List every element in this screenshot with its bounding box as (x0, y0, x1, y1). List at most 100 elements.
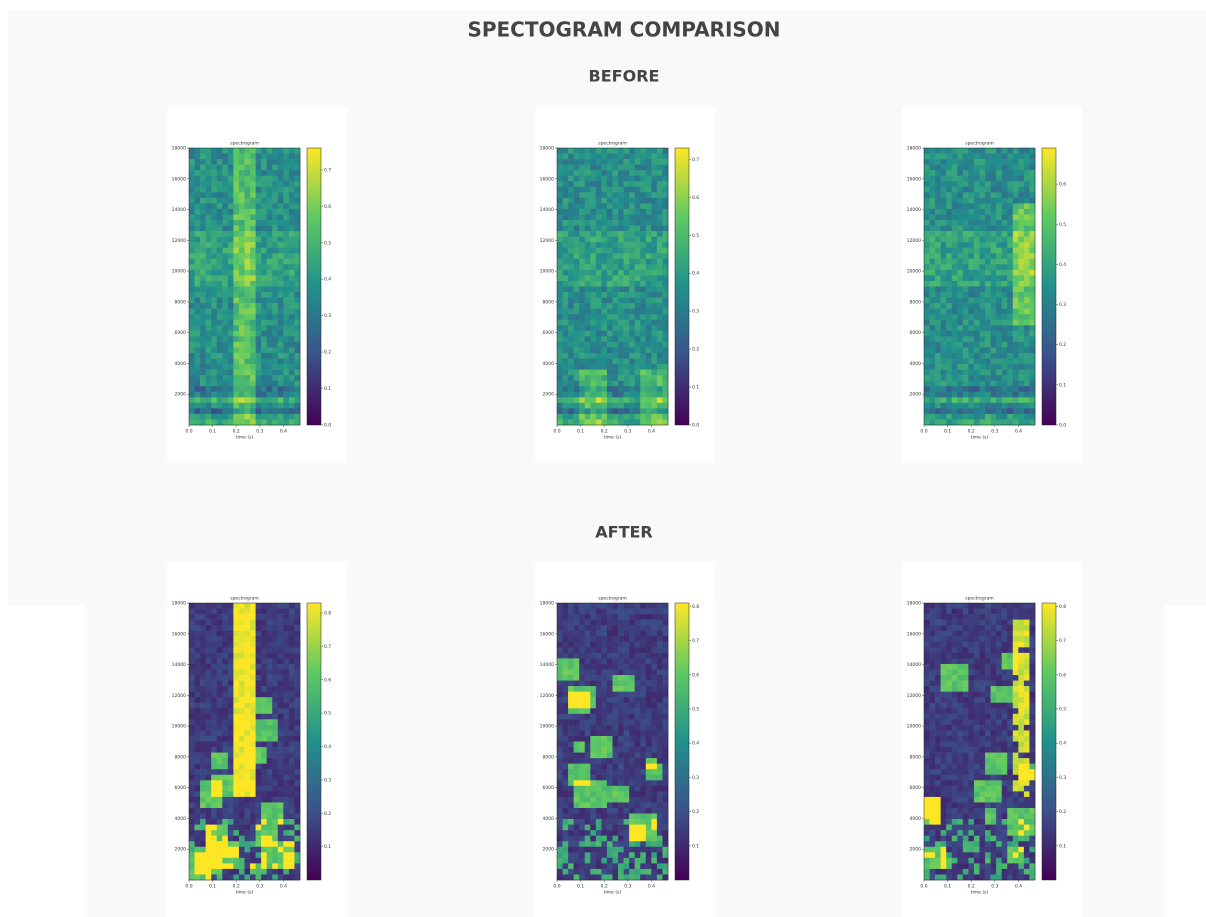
heatmap-cell (930, 203, 936, 209)
heatmap-cell (1024, 148, 1030, 154)
heatmap-cell (629, 708, 635, 714)
heatmap-cell (278, 791, 284, 797)
heatmap-cell (261, 802, 267, 808)
heatmap-cell (941, 309, 947, 315)
heatmap-cell (245, 336, 251, 342)
heatmap-cell (272, 264, 278, 270)
heatmap-cell (222, 253, 228, 259)
heatmap-cell (1013, 359, 1019, 365)
heatmap-cell (189, 764, 195, 770)
heatmap-cell (250, 214, 256, 220)
heatmap-cell (924, 264, 930, 270)
heatmap-cell (200, 631, 206, 637)
heatmap-cell (607, 292, 613, 298)
heatmap-cell (256, 347, 262, 353)
heatmap-cell (618, 298, 624, 304)
heatmap-cell (245, 642, 251, 648)
heatmap-cell (278, 270, 284, 276)
heatmap-cell (261, 703, 267, 709)
heatmap-cell (294, 314, 300, 320)
heatmap-cell (985, 187, 991, 193)
heatmap-cell (935, 209, 941, 215)
heatmap-cell (267, 669, 273, 675)
heatmap-cell (963, 192, 969, 198)
heatmap-cell (607, 242, 613, 248)
heatmap-cell (924, 419, 930, 425)
heatmap-cell (646, 264, 652, 270)
heatmap-cell (991, 148, 997, 154)
heatmap-cell (963, 214, 969, 220)
heatmap-cell (217, 775, 223, 781)
heatmap-cell (278, 808, 284, 814)
heatmap-cell (657, 375, 663, 381)
heatmap-cell (278, 364, 284, 370)
heatmap-cell (568, 270, 574, 276)
heatmap-cell (635, 347, 641, 353)
heatmap-cell (952, 226, 958, 232)
heatmap-cell (607, 214, 613, 220)
heatmap-cell (590, 819, 596, 825)
heatmap-cell (256, 764, 262, 770)
heatmap-cell (991, 381, 997, 387)
heatmap-cell (1002, 209, 1008, 215)
heatmap-cell (256, 314, 262, 320)
heatmap-cell (651, 170, 657, 176)
heatmap-cell (635, 703, 641, 709)
heatmap-cell (635, 708, 641, 714)
heatmap-cell (1002, 386, 1008, 392)
heatmap-cell (585, 647, 591, 653)
heatmap-cell (624, 841, 630, 847)
y-tick-label: 16000 (172, 631, 186, 637)
heatmap-cell (624, 386, 630, 392)
heatmap-cell (629, 620, 635, 626)
heatmap-cell (195, 408, 201, 414)
heatmap-cell (563, 841, 569, 847)
heatmap-cell (261, 370, 267, 376)
heatmap-cell (272, 292, 278, 298)
heatmap-cell (245, 836, 251, 842)
heatmap-cell (272, 353, 278, 359)
heatmap-cell (590, 631, 596, 637)
heatmap-cell (635, 209, 641, 215)
heatmap-cell (974, 314, 980, 320)
heatmap-cell (607, 259, 613, 265)
heatmap-cell (261, 314, 267, 320)
heatmap-cell (1002, 403, 1008, 409)
heatmap-cell (245, 697, 251, 703)
heatmap-cell (952, 270, 958, 276)
heatmap-cell (217, 791, 223, 797)
heatmap-cell (211, 275, 217, 281)
heatmap-cell (206, 736, 212, 742)
heatmap-cell (579, 708, 585, 714)
heatmap-cell (657, 298, 663, 304)
heatmap-cell (596, 797, 602, 803)
heatmap-cell (283, 814, 289, 820)
heatmap-cell (294, 664, 300, 670)
heatmap-cell (195, 692, 201, 698)
heatmap-cell (563, 797, 569, 803)
heatmap-cell (601, 148, 607, 154)
heatmap-cell (195, 620, 201, 626)
heatmap-cell (651, 281, 657, 287)
heatmap-cell (294, 764, 300, 770)
heatmap-cell (283, 874, 289, 880)
heatmap-cell (261, 237, 267, 243)
heatmap-cell (222, 242, 228, 248)
heatmap-cell (662, 209, 668, 215)
heatmap-cell (563, 419, 569, 425)
heatmap-cell (1007, 270, 1013, 276)
heatmap-cell (640, 259, 646, 265)
heatmap-cell (662, 253, 668, 259)
heatmap-cell (1029, 320, 1035, 326)
heatmap-cell (930, 320, 936, 326)
heatmap-cell (245, 703, 251, 709)
heatmap-cell (613, 353, 619, 359)
heatmap-cell (211, 791, 217, 797)
heatmap-cell (261, 769, 267, 775)
heatmap-cell (1013, 259, 1019, 265)
heatmap-cell (974, 381, 980, 387)
heatmap-cell (261, 814, 267, 820)
heatmap-cell (930, 397, 936, 403)
heatmap-cell (228, 692, 234, 698)
heatmap-cell (278, 353, 284, 359)
